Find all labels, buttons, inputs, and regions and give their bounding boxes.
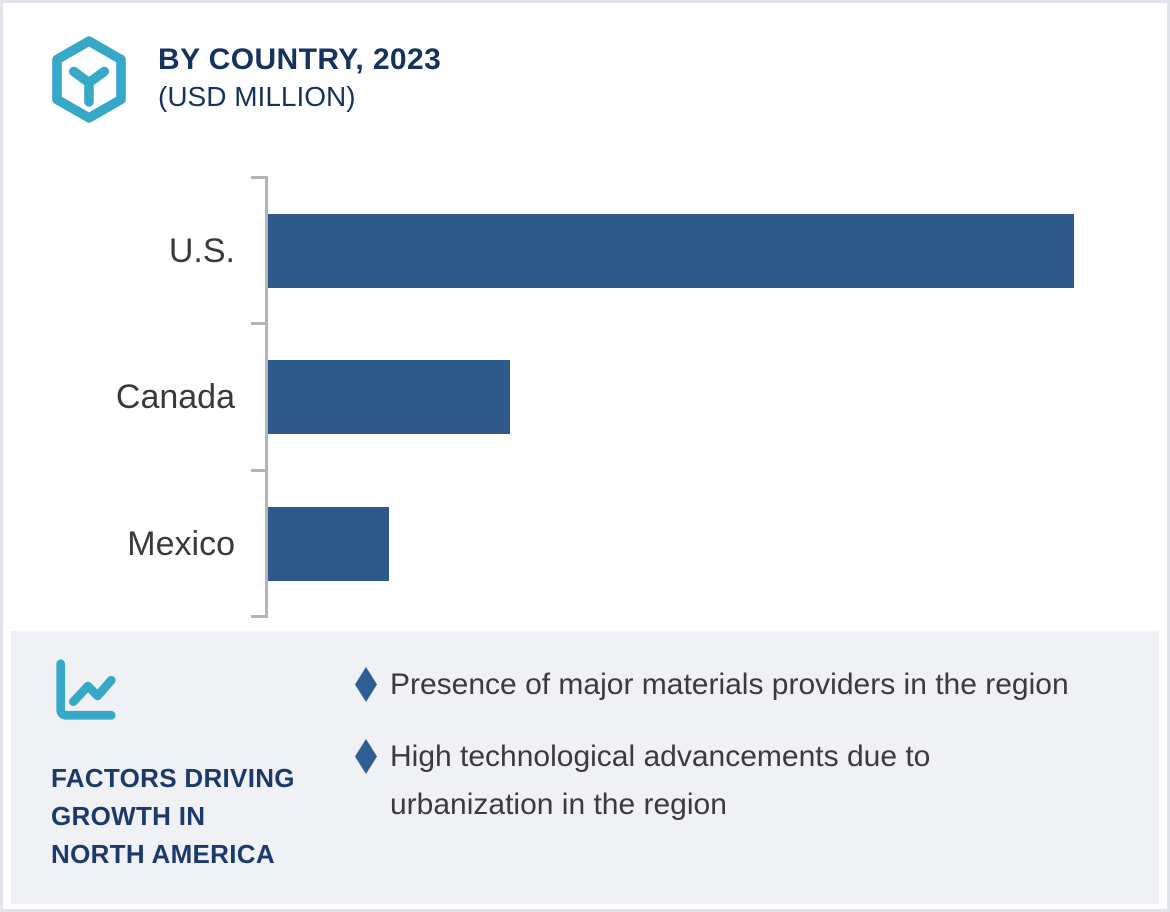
- diamond-icon: [355, 667, 377, 702]
- list-item: High technological advancements due to u…: [355, 733, 1125, 829]
- chart-header: BY COUNTRY, 2023 (USD MILLION): [49, 36, 441, 123]
- factors-panel-left: FACTORS DRIVING GROWTH IN NORTH AMERICA: [51, 657, 351, 873]
- chart-subtitle: (USD MILLION): [158, 81, 356, 112]
- factors-panel: FACTORS DRIVING GROWTH IN NORTH AMERICA …: [11, 631, 1159, 904]
- bar-chart: U.S. Canada Mexico: [3, 3, 1167, 633]
- chart-title-block: BY COUNTRY, 2023 (USD MILLION): [158, 36, 441, 114]
- axis-tick: [251, 176, 265, 179]
- chart-title: BY COUNTRY, 2023: [158, 43, 442, 76]
- category-label: U.S.: [168, 232, 235, 270]
- axis-tick: [251, 322, 265, 325]
- bar: [268, 507, 389, 581]
- factors-heading-line: NORTH AMERICA: [51, 839, 275, 869]
- category-label: Mexico: [127, 525, 235, 563]
- factors-list: Presence of major materials providers in…: [355, 661, 1125, 829]
- factors-heading-line: GROWTH IN: [51, 801, 206, 831]
- line-chart-icon: [56, 659, 116, 720]
- factors-heading: FACTORS DRIVING GROWTH IN NORTH AMERICA: [51, 759, 351, 873]
- factor-text: High technological advancements due to u…: [390, 740, 931, 821]
- factor-text: Presence of major materials providers in…: [390, 668, 1069, 701]
- factors-heading-line: FACTORS DRIVING: [51, 763, 295, 793]
- category-label: Canada: [115, 378, 235, 416]
- axis-tick: [251, 469, 265, 472]
- list-item: Presence of major materials providers in…: [355, 661, 1125, 709]
- category-axis: [265, 176, 268, 618]
- axis-tick: [251, 615, 265, 618]
- bar: [268, 214, 1074, 288]
- hexagon-cube-icon: [52, 36, 126, 123]
- diamond-icon: [355, 739, 377, 774]
- bar: [268, 360, 510, 434]
